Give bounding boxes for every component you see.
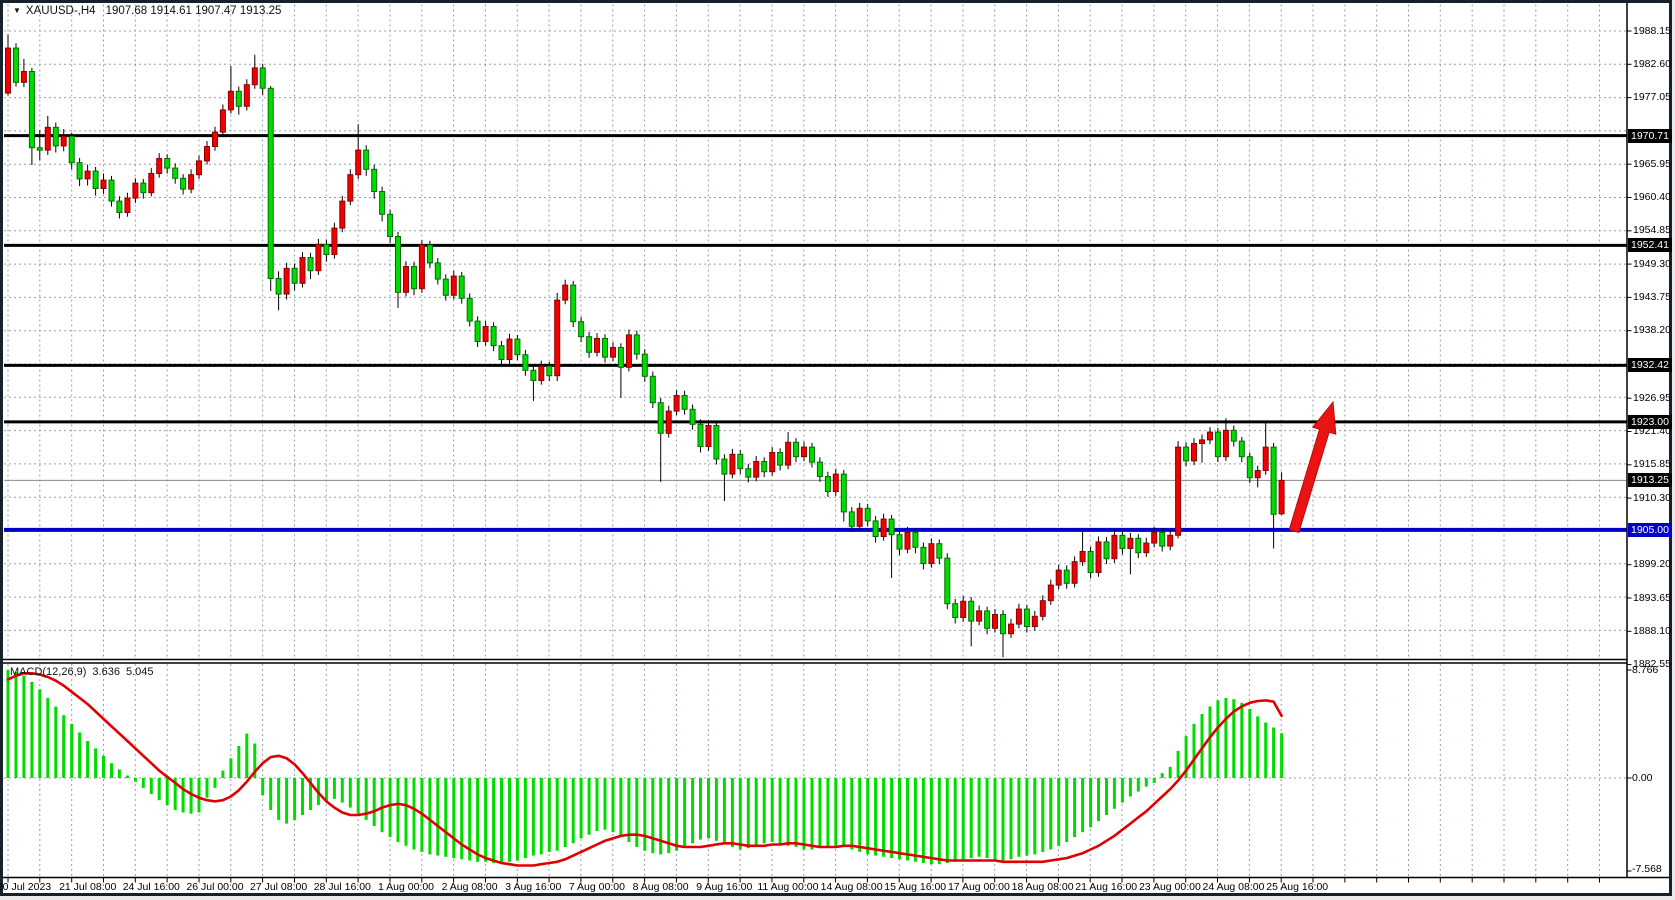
time-tick-label: 20 Jul 2023 [0,881,52,893]
macd-tick-label: 8.766 [1632,663,1659,676]
time-tick-label: 24 Aug 08:00 [1202,881,1265,893]
candlestick-series [5,34,1285,658]
time-tick-label: 7 Aug 00:00 [568,881,625,893]
time-tick-label: 3 Aug 16:00 [505,881,562,893]
time-tick-label: 28 Jul 16:00 [313,881,371,893]
time-tick-label: 26 Jul 00:00 [186,881,244,893]
time-tick-label: 21 Aug 16:00 [1075,881,1138,893]
price-level-badge: 1913.25 [1628,473,1672,488]
price-level-badge: 1970.71 [1628,128,1672,143]
time-tick-label: 11 Aug 00:00 [757,881,819,893]
time-tick-label: 24 Jul 16:00 [122,881,180,893]
macd-indicator-label: MACD(12,26,9) 3.636 5.045 [10,666,159,678]
price-tick-label: 1954.85 [1633,224,1671,237]
time-tick-label: 21 Jul 08:00 [59,881,117,893]
price-tick-label: 1888.10 [1633,624,1671,637]
macd-tick-label: -7.568 [1632,862,1662,875]
time-tick-label: 9 Aug 16:00 [696,881,753,893]
price-tick-label: 1982.60 [1633,57,1671,70]
price-tick-label: 1977.05 [1633,91,1671,104]
price-level-badge: 1952.41 [1628,238,1672,253]
price-tick-label: 1949.30 [1633,257,1671,270]
macd-name: MACD(12,26,9) [10,666,87,678]
time-tick-label: 15 Aug 16:00 [884,881,947,893]
time-tick-label: 23 Aug 00:00 [1138,881,1201,893]
macd-signal-line [6,671,1283,867]
price-tick-label: 1988.15 [1633,24,1671,37]
price-tick-label: 1893.65 [1633,591,1671,604]
price-tick-label: 1926.95 [1633,391,1671,404]
time-tick-label: 2 Aug 08:00 [441,881,498,893]
time-tick-label: 27 Jul 08:00 [249,881,308,893]
macd-main-value: 3.636 [92,666,120,678]
time-tick-label: 1 Aug 00:00 [377,881,435,893]
axis-tick-marks [7,30,1632,883]
time-tick-label: 25 Aug 16:00 [1266,881,1329,893]
price-tick-label: 1965.95 [1633,157,1671,170]
price-tick-label: 1910.30 [1633,491,1671,504]
macd-histogram [6,670,1284,865]
price-tick-label: 1915.85 [1633,458,1671,471]
time-tick-label: 8 Aug 08:00 [632,881,689,893]
price-tick-label: 1899.20 [1633,558,1671,571]
resistance-level-lines[interactable] [4,134,1627,424]
chart-title: ▼ XAUUSD-,H4 1907.68 1914.61 1907.47 1913.… [13,5,281,17]
price-level-badge: 1923.00 [1628,414,1672,429]
symbol-dropdown-icon[interactable]: ▼ [13,6,21,15]
time-tick-label: 18 Aug 08:00 [1011,881,1074,893]
price-level-badge: 1932.42 [1628,358,1672,373]
price-tick-label: 1943.75 [1633,290,1671,303]
symbol-timeframe-label: XAUUSD-,H4 [25,5,96,17]
support-price-badge: 1905.00 [1628,522,1672,537]
buy-signal-arrow[interactable] [1288,400,1337,534]
price-tick-label: 1938.20 [1633,324,1671,337]
macd-signal-value: 5.045 [125,666,154,678]
price-tick-label: 1882.55 [1633,658,1671,671]
price-tick-label: 1960.40 [1633,191,1671,203]
ohlc-readout: 1907.68 1914.61 1907.47 1913.25 [105,5,282,17]
time-tick-label: 14 Aug 08:00 [820,881,883,893]
time-tick-label: 17 Aug 00:00 [947,881,1010,893]
macd-tick-label: 0.00 [1632,771,1653,784]
